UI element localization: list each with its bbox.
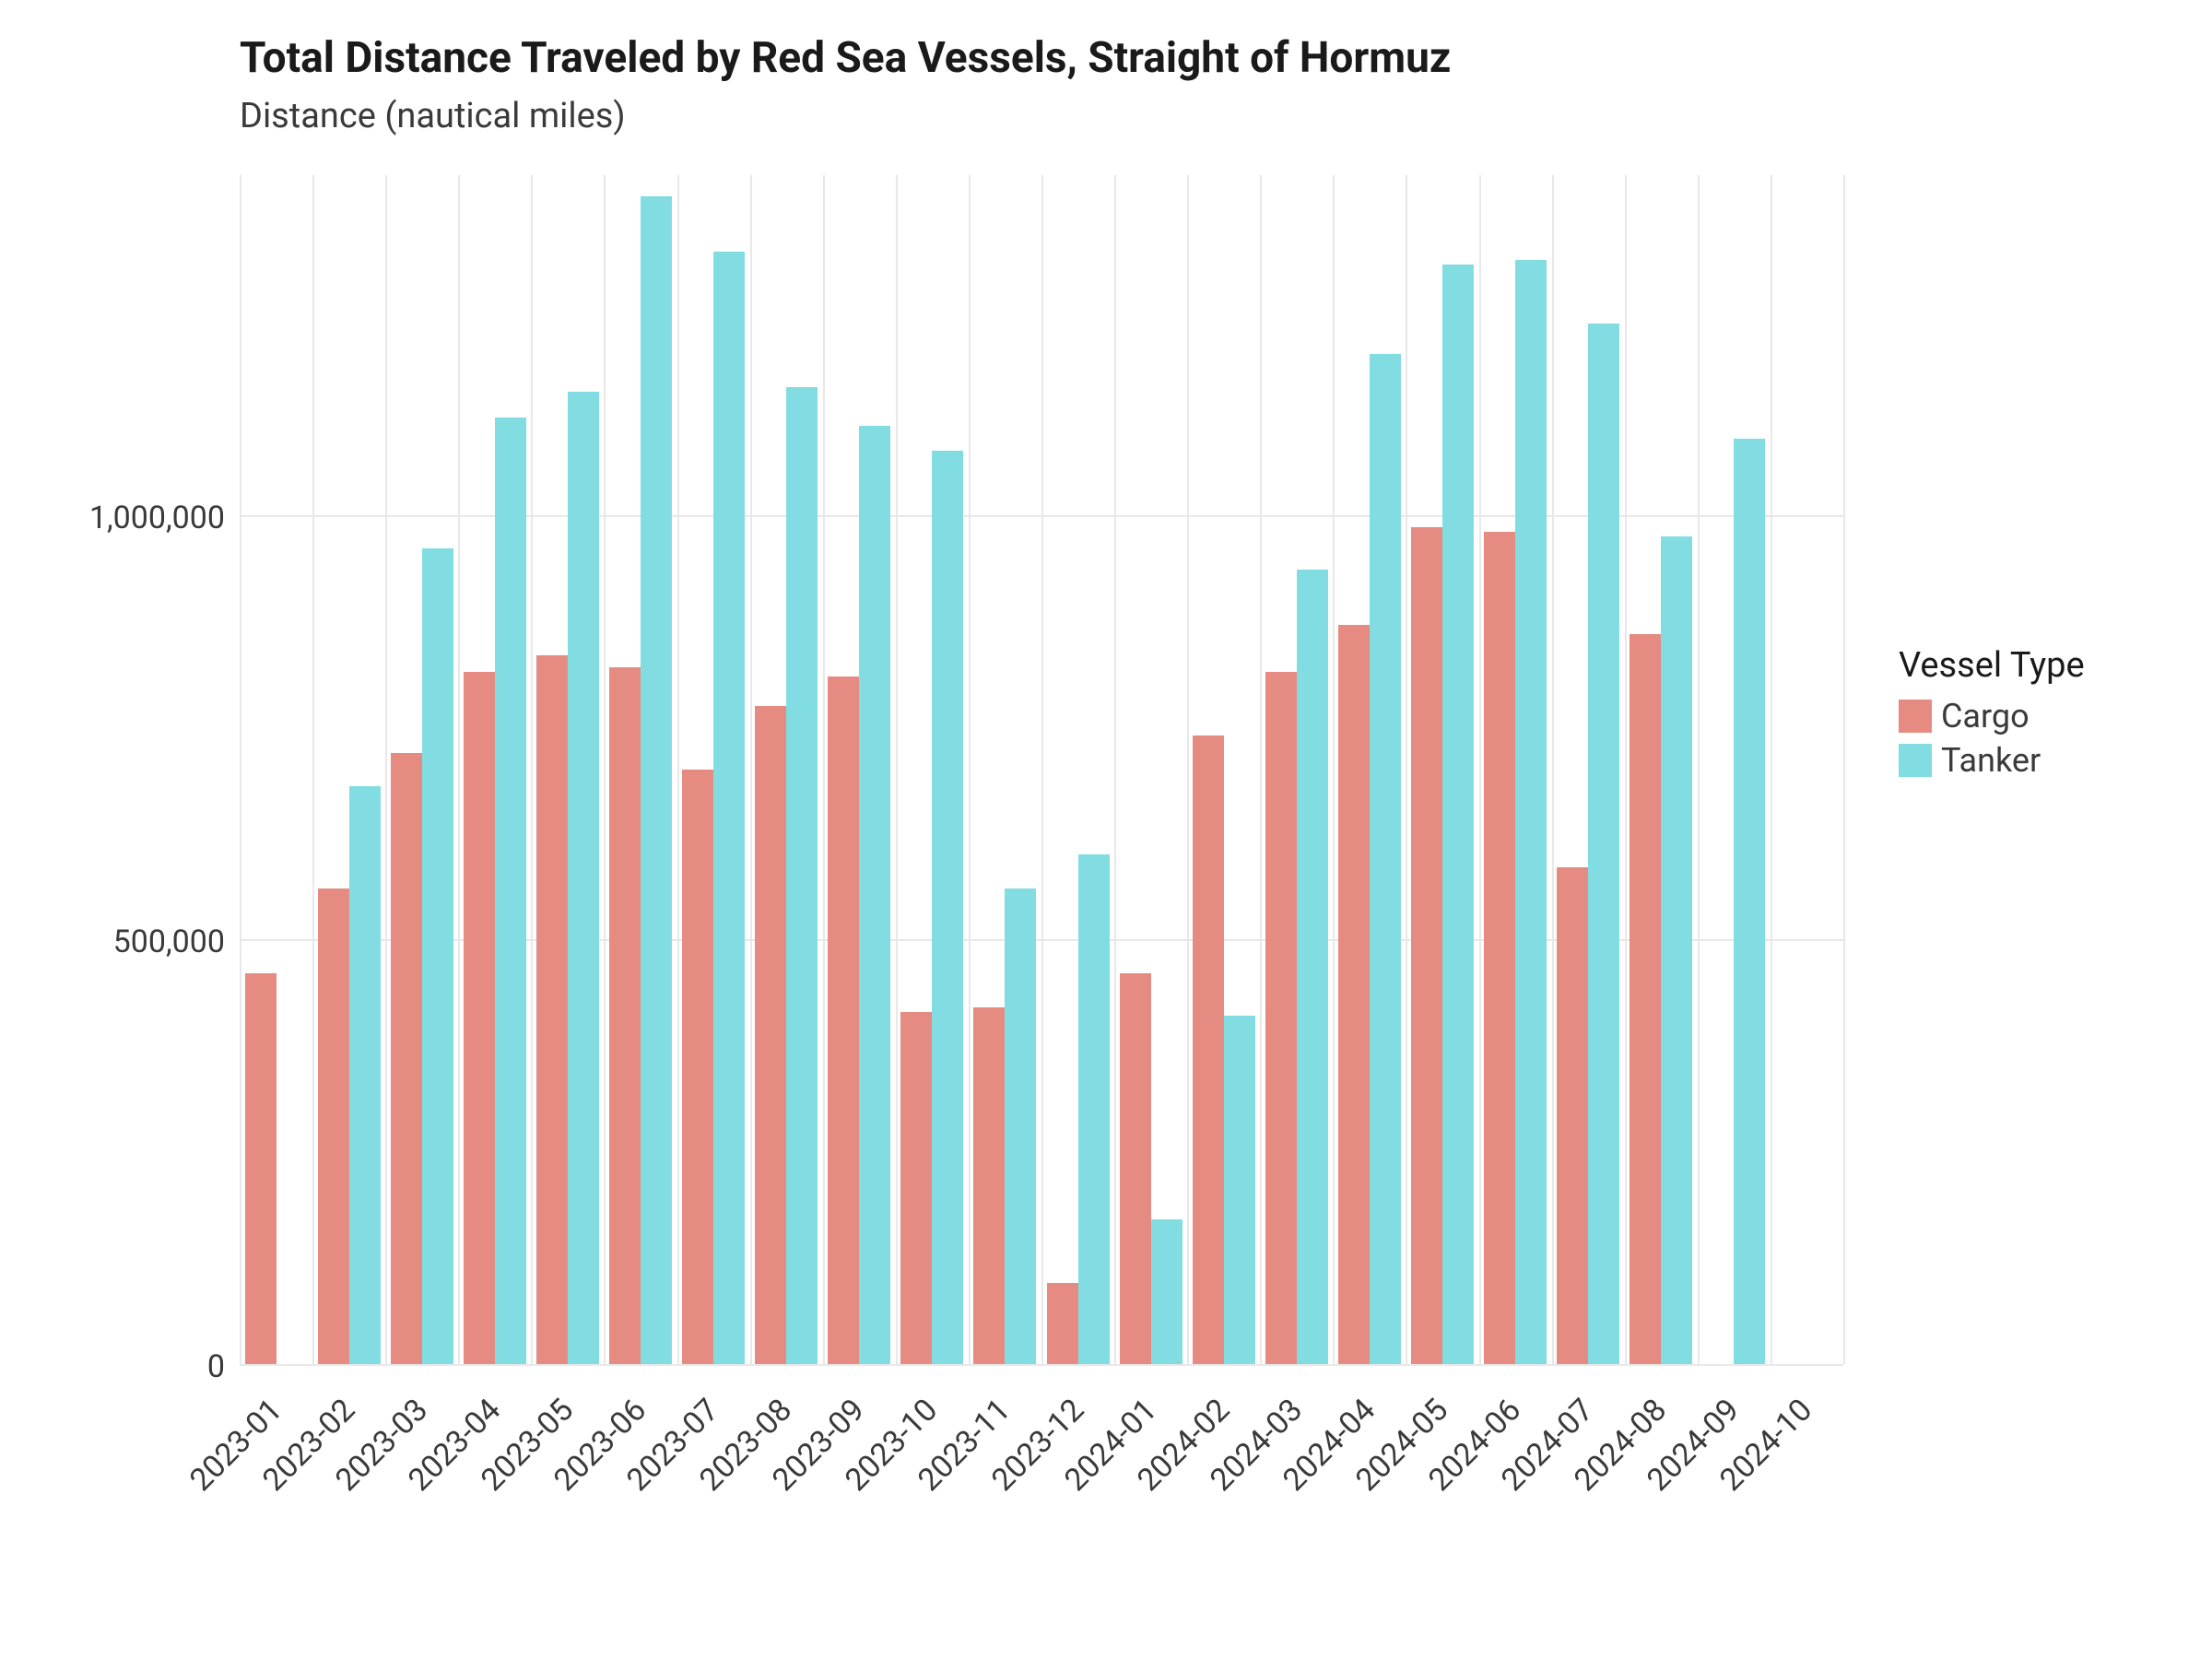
bar-cargo bbox=[828, 677, 859, 1364]
gridline-vertical bbox=[677, 175, 679, 1364]
gridline-vertical bbox=[1698, 175, 1700, 1364]
bar-cargo bbox=[682, 770, 713, 1364]
gridline-vertical bbox=[1843, 175, 1845, 1364]
legend-label: Tanker bbox=[1941, 741, 2041, 780]
legend-title: Vessel Type bbox=[1899, 645, 2085, 686]
bar-cargo bbox=[1557, 867, 1588, 1364]
bar-tanker bbox=[1588, 324, 1619, 1364]
bar-cargo bbox=[536, 655, 568, 1364]
gridline-vertical bbox=[1625, 175, 1627, 1364]
legend-item: Tanker bbox=[1899, 741, 2085, 780]
bar-tanker bbox=[1370, 354, 1401, 1365]
gridline-vertical bbox=[531, 175, 533, 1364]
bar-tanker bbox=[1078, 854, 1110, 1364]
bar-cargo bbox=[1120, 973, 1151, 1364]
bar-cargo bbox=[1411, 527, 1442, 1364]
bar-tanker bbox=[1661, 536, 1692, 1364]
chart-title: Total Distance Traveled by Red Sea Vesse… bbox=[240, 33, 1451, 83]
gridline-vertical bbox=[1041, 175, 1043, 1364]
y-axis-tick-label: 1,000,000 bbox=[22, 500, 225, 536]
bar-tanker bbox=[932, 451, 963, 1364]
bar-tanker bbox=[1442, 265, 1474, 1364]
gridline-vertical bbox=[1771, 175, 1772, 1364]
bar-cargo bbox=[973, 1007, 1005, 1364]
gridline-vertical bbox=[969, 175, 971, 1364]
bar-tanker bbox=[786, 387, 818, 1364]
bar-cargo bbox=[1630, 634, 1661, 1364]
bar-tanker bbox=[495, 418, 526, 1364]
bar-tanker bbox=[713, 252, 745, 1364]
bar-cargo bbox=[1338, 625, 1370, 1364]
bar-tanker bbox=[1297, 570, 1328, 1364]
bar-cargo bbox=[464, 672, 495, 1364]
gridline-vertical bbox=[240, 175, 241, 1364]
gridline-vertical bbox=[1479, 175, 1481, 1364]
gridline-vertical bbox=[1406, 175, 1407, 1364]
bar-tanker bbox=[859, 426, 890, 1364]
gridline-vertical bbox=[750, 175, 752, 1364]
gridline-vertical bbox=[1552, 175, 1554, 1364]
bar-cargo bbox=[1484, 532, 1515, 1364]
bar-cargo bbox=[900, 1012, 932, 1364]
bar-tanker bbox=[1734, 439, 1765, 1364]
bar-cargo bbox=[1193, 735, 1224, 1364]
bar-cargo bbox=[245, 973, 276, 1364]
gridline-horizontal bbox=[240, 1364, 1843, 1366]
gridline-vertical bbox=[458, 175, 460, 1364]
gridline-vertical bbox=[312, 175, 314, 1364]
gridline-vertical bbox=[1260, 175, 1262, 1364]
bar-tanker bbox=[568, 392, 599, 1364]
gridline-vertical bbox=[1187, 175, 1189, 1364]
chart-subtitle: Distance (nautical miles) bbox=[240, 96, 626, 136]
gridline-vertical bbox=[385, 175, 387, 1364]
bar-cargo bbox=[755, 706, 786, 1364]
bar-cargo bbox=[609, 667, 641, 1364]
legend: Vessel Type Cargo Tanker bbox=[1899, 645, 2085, 785]
bar-cargo bbox=[318, 888, 349, 1364]
bar-tanker bbox=[1005, 888, 1036, 1364]
bar-tanker bbox=[1151, 1219, 1182, 1364]
bar-cargo bbox=[1265, 672, 1297, 1364]
gridline-vertical bbox=[604, 175, 606, 1364]
bar-tanker bbox=[1515, 260, 1547, 1364]
gridline-vertical bbox=[1114, 175, 1116, 1364]
gridline-vertical bbox=[823, 175, 825, 1364]
legend-swatch bbox=[1899, 700, 1932, 733]
legend-item: Cargo bbox=[1899, 697, 2085, 735]
gridline-vertical bbox=[1333, 175, 1335, 1364]
bar-tanker bbox=[422, 548, 453, 1364]
bar-tanker bbox=[1224, 1016, 1255, 1364]
bar-cargo bbox=[391, 753, 422, 1364]
bar-tanker bbox=[641, 196, 672, 1364]
legend-swatch bbox=[1899, 744, 1932, 777]
y-axis-tick-label: 0 bbox=[22, 1348, 225, 1385]
gridline-vertical bbox=[896, 175, 898, 1364]
plot-area bbox=[240, 175, 1843, 1364]
bar-tanker bbox=[349, 786, 381, 1364]
bar-cargo bbox=[1047, 1283, 1078, 1364]
legend-label: Cargo bbox=[1941, 697, 2030, 735]
y-axis-tick-label: 500,000 bbox=[22, 924, 225, 960]
